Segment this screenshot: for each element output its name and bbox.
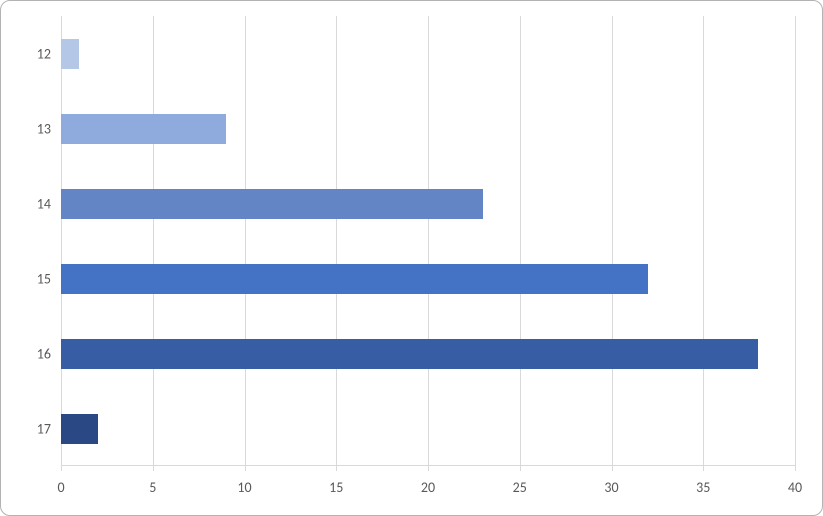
y-tick-label: 12 [37, 45, 51, 62]
plot-area: 0510152025303540121314151617 [61, 16, 795, 466]
bar [61, 414, 98, 444]
x-tick-label: 0 [57, 479, 64, 496]
x-tick-label: 25 [513, 479, 527, 496]
bar [61, 264, 648, 294]
x-tick-label: 20 [421, 479, 435, 496]
x-tick-label: 40 [788, 479, 802, 496]
x-tick [428, 466, 429, 471]
y-tick-label: 17 [37, 420, 51, 437]
bar [61, 39, 79, 69]
x-tick [245, 466, 246, 471]
x-gridline [703, 16, 704, 466]
x-gridline [612, 16, 613, 466]
x-tick-label: 30 [604, 479, 618, 496]
x-tick-label: 15 [329, 479, 343, 496]
x-tick-label: 35 [696, 479, 710, 496]
x-tick [795, 466, 796, 471]
bar [61, 339, 758, 369]
x-tick [612, 466, 613, 471]
bar [61, 189, 483, 219]
chart-card: 0 5 10 15 20 25 30 35 40 12 13 14 15 16 17 [0, 0, 823, 516]
x-tick-label: 5 [149, 479, 156, 496]
y-tick-label: 16 [37, 345, 51, 362]
x-tick [520, 466, 521, 471]
x-gridline [520, 16, 521, 466]
bar [61, 114, 226, 144]
x-gridline [795, 16, 796, 466]
x-gridline [153, 16, 154, 466]
y-tick-label: 15 [37, 270, 51, 287]
y-tick-label: 14 [37, 195, 51, 212]
x-tick [153, 466, 154, 471]
x-tick [703, 466, 704, 471]
x-gridline [245, 16, 246, 466]
x-gridline [336, 16, 337, 466]
x-gridline [61, 16, 62, 466]
x-tick [336, 466, 337, 471]
x-tick [61, 466, 62, 471]
x-gridline [428, 16, 429, 466]
x-tick-label: 10 [237, 479, 251, 496]
y-tick-label: 13 [37, 120, 51, 137]
